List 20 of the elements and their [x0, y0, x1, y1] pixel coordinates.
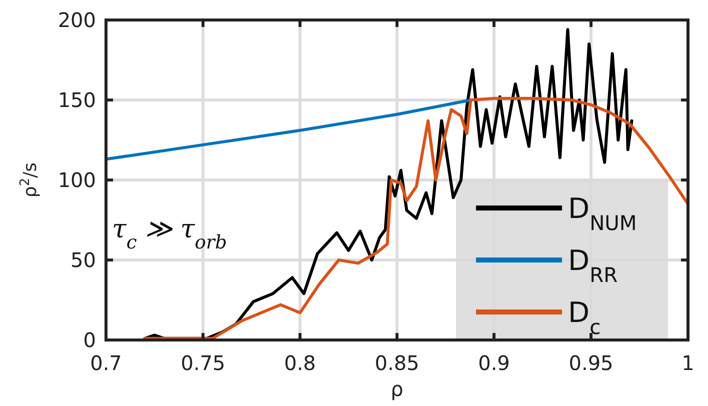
y-tick-label: 50 [70, 248, 96, 272]
legend-label: D$_{NUM}$ [568, 192, 637, 235]
y-tick-label: 150 [58, 88, 96, 112]
legend-label: D$_{RR}$ [568, 244, 618, 287]
y-tick-label: 200 [58, 8, 96, 32]
x-tick-label: 0.85 [374, 351, 420, 375]
x-axis-title: ρ [390, 377, 404, 401]
x-tick-label: 0.7 [90, 351, 122, 375]
line-series [143, 28, 634, 340]
y-tick-label: 0 [83, 328, 96, 352]
x-tick-label: 0.95 [568, 351, 614, 375]
line-series [143, 96, 688, 340]
x-tick-label: 1 [682, 351, 694, 375]
x-tick-label: 0.75 [180, 351, 226, 375]
x-tick-label: 0.9 [478, 351, 510, 375]
line-series [106, 98, 472, 161]
y-tick-label: 100 [58, 168, 96, 192]
legend-label: D$_{c}$ [568, 296, 601, 339]
x-tick-label: 0.8 [284, 351, 316, 375]
annotation: τ$_{c}$ ≫ τ$_{orb}$ [112, 214, 227, 254]
